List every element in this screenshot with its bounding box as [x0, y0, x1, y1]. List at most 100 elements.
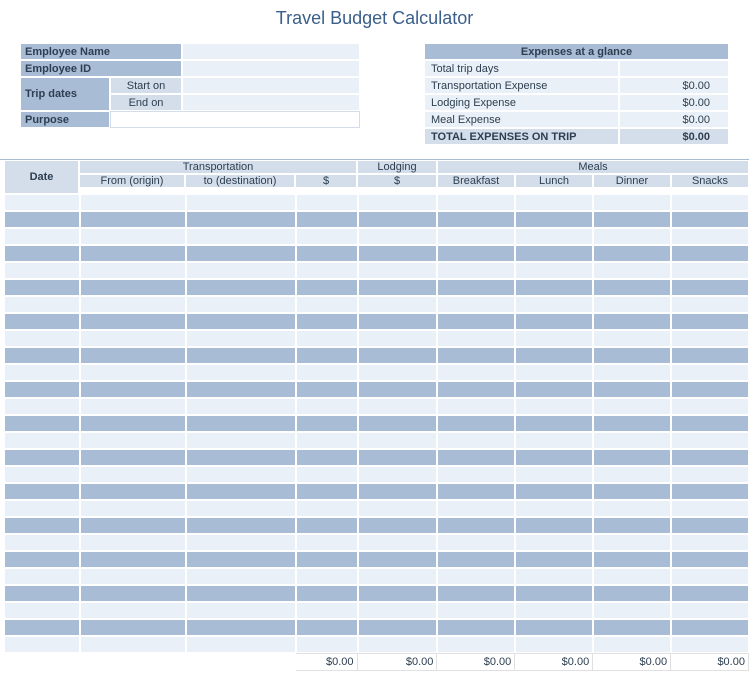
cell-snacks[interactable]: [671, 313, 749, 330]
employee-id-value[interactable]: [182, 60, 360, 77]
cell-snacks[interactable]: [671, 636, 749, 653]
cell-from[interactable]: [80, 211, 186, 228]
cell-ldollar[interactable]: [358, 466, 438, 483]
cell-date[interactable]: [4, 483, 80, 500]
cell-lunch[interactable]: [515, 500, 593, 517]
cell-to[interactable]: [186, 398, 296, 415]
cell-tdollar[interactable]: [296, 296, 358, 313]
cell-dinner[interactable]: [593, 466, 671, 483]
cell-to[interactable]: [186, 449, 296, 466]
cell-lunch[interactable]: [515, 534, 593, 551]
cell-tdollar[interactable]: [296, 228, 358, 245]
cell-from[interactable]: [80, 432, 186, 449]
cell-date[interactable]: [4, 330, 80, 347]
cell-bfast[interactable]: [437, 602, 515, 619]
cell-lunch[interactable]: [515, 279, 593, 296]
cell-tdollar[interactable]: [296, 636, 358, 653]
cell-from[interactable]: [80, 534, 186, 551]
cell-lunch[interactable]: [515, 483, 593, 500]
cell-snacks[interactable]: [671, 296, 749, 313]
cell-lunch[interactable]: [515, 619, 593, 636]
cell-date[interactable]: [4, 313, 80, 330]
cell-bfast[interactable]: [437, 313, 515, 330]
cell-dinner[interactable]: [593, 449, 671, 466]
cell-bfast[interactable]: [437, 381, 515, 398]
cell-date[interactable]: [4, 636, 80, 653]
cell-from[interactable]: [80, 194, 186, 211]
cell-ldollar[interactable]: [358, 415, 438, 432]
cell-ldollar[interactable]: [358, 449, 438, 466]
cell-dinner[interactable]: [593, 551, 671, 568]
cell-snacks[interactable]: [671, 262, 749, 279]
cell-to[interactable]: [186, 432, 296, 449]
cell-bfast[interactable]: [437, 534, 515, 551]
cell-tdollar[interactable]: [296, 347, 358, 364]
cell-to[interactable]: [186, 415, 296, 432]
cell-tdollar[interactable]: [296, 449, 358, 466]
cell-tdollar[interactable]: [296, 432, 358, 449]
cell-lunch[interactable]: [515, 636, 593, 653]
cell-to[interactable]: [186, 483, 296, 500]
cell-to[interactable]: [186, 602, 296, 619]
cell-tdollar[interactable]: [296, 364, 358, 381]
cell-snacks[interactable]: [671, 415, 749, 432]
cell-date[interactable]: [4, 279, 80, 296]
cell-snacks[interactable]: [671, 347, 749, 364]
cell-from[interactable]: [80, 466, 186, 483]
cell-bfast[interactable]: [437, 483, 515, 500]
cell-ldollar[interactable]: [358, 296, 438, 313]
cell-date[interactable]: [4, 466, 80, 483]
cell-snacks[interactable]: [671, 551, 749, 568]
cell-from[interactable]: [80, 483, 186, 500]
cell-to[interactable]: [186, 211, 296, 228]
cell-to[interactable]: [186, 262, 296, 279]
cell-to[interactable]: [186, 381, 296, 398]
cell-from[interactable]: [80, 500, 186, 517]
cell-date[interactable]: [4, 415, 80, 432]
cell-tdollar[interactable]: [296, 313, 358, 330]
cell-snacks[interactable]: [671, 398, 749, 415]
cell-snacks[interactable]: [671, 568, 749, 585]
cell-snacks[interactable]: [671, 466, 749, 483]
cell-date[interactable]: [4, 194, 80, 211]
cell-date[interactable]: [4, 568, 80, 585]
cell-dinner[interactable]: [593, 534, 671, 551]
cell-to[interactable]: [186, 228, 296, 245]
cell-date[interactable]: [4, 211, 80, 228]
cell-from[interactable]: [80, 296, 186, 313]
cell-date[interactable]: [4, 228, 80, 245]
cell-lunch[interactable]: [515, 415, 593, 432]
cell-snacks[interactable]: [671, 279, 749, 296]
start-on-value[interactable]: [182, 77, 360, 94]
cell-tdollar[interactable]: [296, 602, 358, 619]
cell-date[interactable]: [4, 432, 80, 449]
cell-date[interactable]: [4, 551, 80, 568]
cell-dinner[interactable]: [593, 313, 671, 330]
cell-date[interactable]: [4, 245, 80, 262]
cell-lunch[interactable]: [515, 602, 593, 619]
cell-ldollar[interactable]: [358, 534, 438, 551]
cell-to[interactable]: [186, 347, 296, 364]
cell-dinner[interactable]: [593, 398, 671, 415]
cell-date[interactable]: [4, 381, 80, 398]
cell-from[interactable]: [80, 551, 186, 568]
cell-lunch[interactable]: [515, 551, 593, 568]
cell-bfast[interactable]: [437, 517, 515, 534]
cell-date[interactable]: [4, 262, 80, 279]
cell-bfast[interactable]: [437, 347, 515, 364]
cell-ldollar[interactable]: [358, 364, 438, 381]
cell-ldollar[interactable]: [358, 483, 438, 500]
cell-dinner[interactable]: [593, 347, 671, 364]
cell-lunch[interactable]: [515, 347, 593, 364]
cell-lunch[interactable]: [515, 364, 593, 381]
cell-bfast[interactable]: [437, 262, 515, 279]
cell-from[interactable]: [80, 364, 186, 381]
cell-dinner[interactable]: [593, 483, 671, 500]
cell-bfast[interactable]: [437, 279, 515, 296]
cell-to[interactable]: [186, 636, 296, 653]
cell-lunch[interactable]: [515, 517, 593, 534]
cell-snacks[interactable]: [671, 517, 749, 534]
cell-tdollar[interactable]: [296, 517, 358, 534]
cell-tdollar[interactable]: [296, 619, 358, 636]
cell-tdollar[interactable]: [296, 262, 358, 279]
